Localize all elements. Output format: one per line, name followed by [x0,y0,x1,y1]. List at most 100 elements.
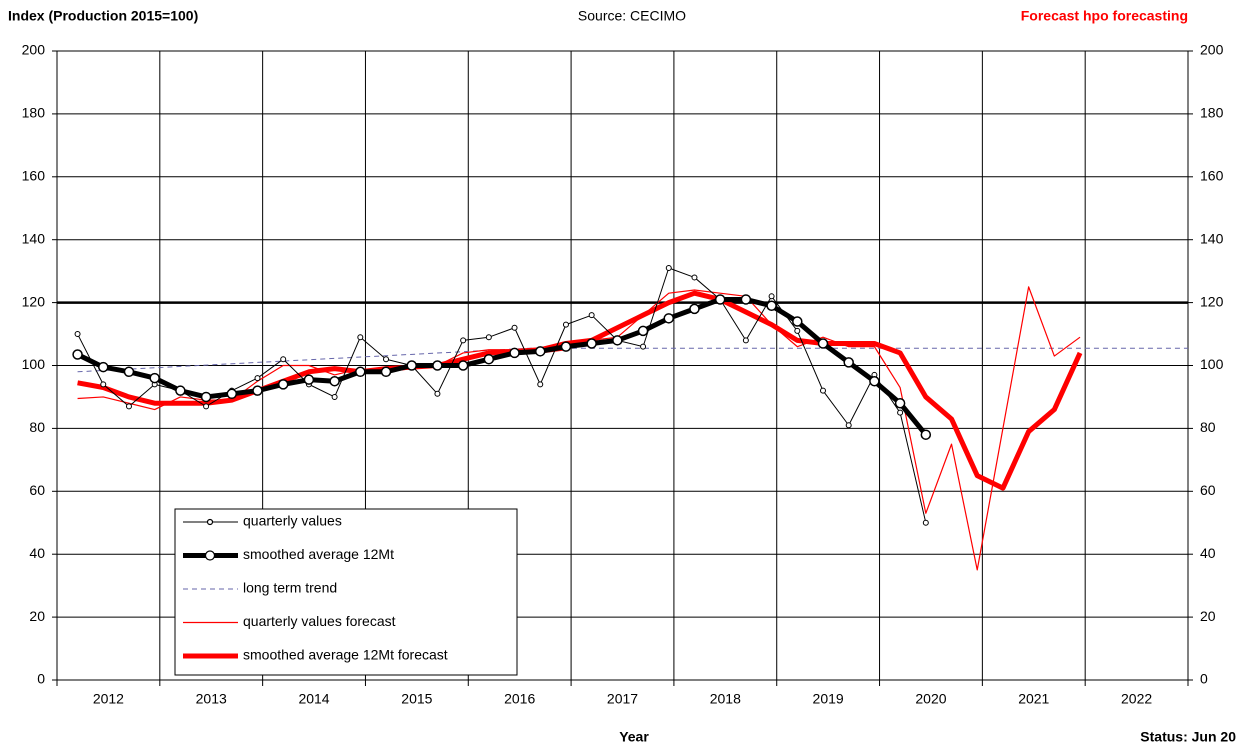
y-tick-label: 200 [22,42,46,58]
y-tick-label: 80 [29,419,45,435]
data-point [922,519,929,526]
data-point [920,429,932,440]
data-point [460,337,467,344]
series-line [76,296,928,437]
data-point [663,313,675,324]
data-point [665,265,672,272]
x-tick-label: 2020 [915,691,946,707]
x-tick-label: 2013 [196,691,227,707]
x-tick-label: 2016 [504,691,535,707]
data-point [200,391,212,403]
y2-tick-label: 160 [1200,168,1224,184]
y-tick-label: 20 [29,608,45,624]
data-point [406,360,417,371]
legend-label: smoothed average 12Mt [243,546,394,562]
data-point [794,327,801,334]
data-point [149,372,160,384]
data-point [742,337,749,344]
y2-tick-label: 20 [1200,608,1216,624]
legend-label: long term trend [243,580,337,596]
x-tick-label: 2022 [1121,691,1152,707]
y2-tick-label: 140 [1200,230,1224,246]
data-point [357,334,364,341]
y2-tick-label: 60 [1200,482,1216,498]
y2-tick-label: 0 [1200,671,1208,687]
data-point [534,346,546,357]
data-point [252,385,263,396]
data-point [434,390,441,397]
data-point [485,334,492,341]
data-point [819,387,826,394]
series-line [77,290,1083,491]
data-point [72,349,83,360]
data-point [100,381,107,388]
legend: quarterly values smoothed average 12Mt lon… [174,508,518,676]
data-point [560,341,572,352]
data-point [226,388,238,400]
status: Status: Jun 20 [1140,729,1236,745]
data-point [303,374,315,385]
y2-tick-label: 180 [1200,105,1224,121]
data-point [766,300,777,311]
data-point [845,422,852,429]
y-tick-label: 140 [22,230,46,246]
data-point [329,375,340,387]
y2-tick-label: 120 [1200,293,1224,309]
data-point [740,294,752,305]
y-tick-label: 40 [29,545,45,561]
x-axis-label: Year [619,729,649,745]
data-point [691,274,698,281]
data-point [768,293,775,300]
data-point [637,325,649,337]
data-point [511,324,518,331]
chart-subtitle: Source: CECIMO [578,8,686,24]
data-point [277,379,289,390]
y-tick-label: 120 [22,293,46,309]
data-point [586,338,597,349]
legend-box [174,508,518,676]
legend-label: quarterly values [243,513,342,529]
data-point [562,321,569,328]
data-point [98,361,109,373]
legend-label: smoothed average 12Mt forecast [243,647,448,663]
chart-title: Index (Production 2015=100) [8,8,198,24]
data-point [125,403,132,410]
y-tick-label: 100 [22,356,46,372]
data-point [894,397,906,409]
y2-tick-label: 200 [1200,42,1224,58]
data-point [897,409,904,416]
data-point [123,366,135,378]
series-line [77,347,1188,373]
data-point [432,360,443,371]
data-point [254,375,261,382]
x-tick-label: 2017 [607,691,638,707]
data-point [203,403,210,410]
legend-marker [206,518,214,526]
data-point [383,356,390,363]
x-tick-label: 2015 [401,691,432,707]
data-point [640,343,647,350]
data-point [74,331,81,338]
data-point [792,316,803,327]
data-point [612,335,623,346]
data-point [331,393,338,400]
data-point [843,357,854,368]
y2-tick-label: 100 [1200,356,1224,372]
x-tick-label: 2012 [93,691,124,707]
data-point [355,366,366,378]
y-tick-label: 0 [37,671,45,687]
x-tick-label: 2014 [298,691,329,707]
y2-tick-label: 80 [1200,419,1216,435]
data-point [380,366,392,378]
y-tick-label: 180 [22,105,46,121]
y-tick-label: 160 [22,168,46,184]
data-point [869,375,880,387]
plot-frame [56,50,1189,681]
data-point [588,312,595,319]
x-tick-label: 2019 [813,691,844,707]
data-point [280,356,287,363]
y2-tick-label: 40 [1200,545,1216,561]
data-point [483,353,495,365]
data-point [714,294,726,305]
